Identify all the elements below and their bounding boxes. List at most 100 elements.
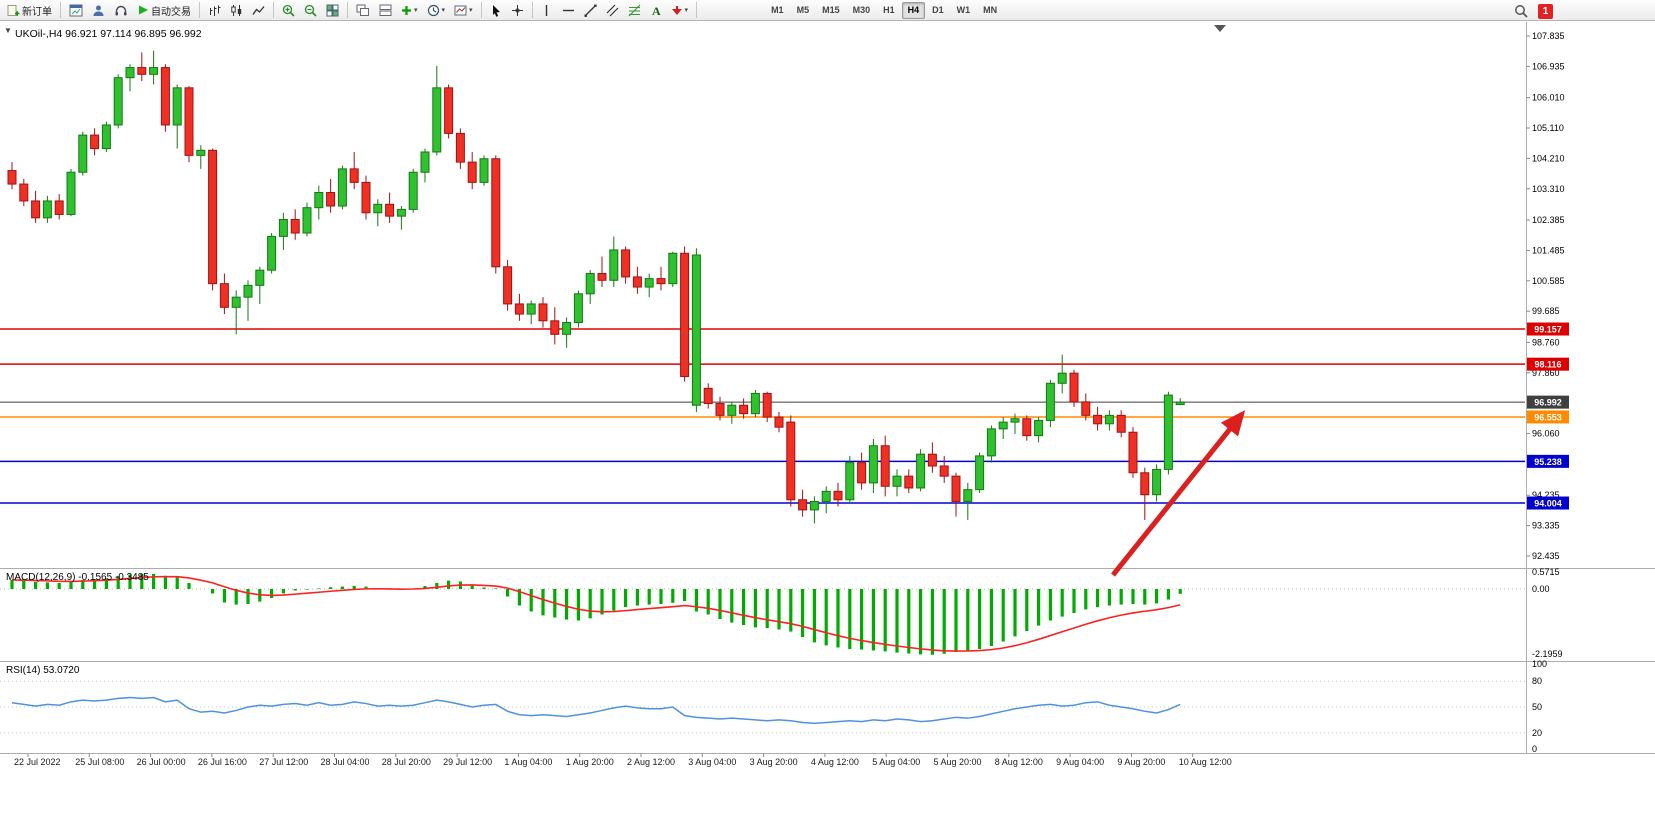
- candle: [196, 149, 206, 156]
- time-axis-label: 26 Jul 00:00: [137, 757, 186, 767]
- crosshair-icon: [511, 4, 523, 16]
- timeframe-m30-button[interactable]: M30: [847, 2, 877, 19]
- candle: [503, 266, 513, 305]
- line-chart-button[interactable]: [248, 1, 269, 19]
- candle: [7, 170, 17, 185]
- candle: [19, 183, 29, 202]
- candle: [349, 168, 359, 183]
- alerts-button[interactable]: [110, 1, 132, 19]
- toolbar: 新订单 自动交易: [0, 0, 1655, 21]
- time-axis-label: 9 Aug 04:00: [1056, 757, 1104, 767]
- template-chart-icon: [454, 5, 467, 15]
- timeframe-h1-button[interactable]: H1: [877, 2, 901, 19]
- candle: [149, 67, 159, 75]
- ohlc-bars-icon: [210, 5, 221, 16]
- notification-badge[interactable]: 1: [1538, 3, 1553, 19]
- candle: [1034, 419, 1044, 437]
- timeframe-w1-button[interactable]: W1: [951, 2, 977, 19]
- toolbar-separator: [531, 2, 533, 18]
- price-tag: [1527, 496, 1569, 510]
- candle: [916, 453, 926, 489]
- candle: [113, 77, 123, 126]
- horizontal-line-button[interactable]: [558, 1, 579, 19]
- vertical-line-button[interactable]: [537, 1, 557, 19]
- macd-axis-label: 0.00: [1532, 584, 1550, 594]
- cascade-windows-button[interactable]: [352, 1, 374, 19]
- tile-windows-button[interactable]: [322, 1, 343, 19]
- timeframe-m5-button[interactable]: M5: [791, 2, 816, 19]
- chevron-down-icon: ▾: [684, 6, 689, 14]
- candle: [585, 273, 595, 295]
- price-tag-label: 94.004: [1534, 499, 1562, 509]
- bar-chart-button[interactable]: [204, 1, 225, 19]
- time-axis-label: 8 Aug 12:00: [995, 757, 1043, 767]
- candle: [573, 293, 583, 324]
- user-icon: [93, 5, 104, 16]
- candle: [597, 273, 607, 281]
- add-indicator-button[interactable]: ▾: [397, 1, 422, 19]
- one-click-trading-arrow[interactable]: ▼: [4, 26, 12, 35]
- arrows-tool-button[interactable]: ▾: [667, 1, 693, 19]
- time-axis-label: 5 Aug 20:00: [934, 757, 982, 767]
- timeframe-m15-button[interactable]: M15: [816, 2, 846, 19]
- price-tag: [1527, 395, 1569, 409]
- chart-shift-marker[interactable]: [1214, 25, 1226, 32]
- candle: [314, 192, 324, 209]
- auto-trading-button[interactable]: 自动交易: [133, 1, 195, 19]
- candle: [1069, 372, 1079, 403]
- candle: [621, 249, 631, 278]
- cursor-button[interactable]: [486, 1, 506, 19]
- candle: [632, 276, 642, 288]
- rsi-axis-label: 50: [1532, 702, 1542, 712]
- price-tag: [1527, 410, 1569, 424]
- candle: [715, 403, 725, 416]
- candle: [668, 252, 678, 285]
- time-axis-label: 22 Jul 2022: [14, 757, 61, 767]
- candle: [927, 453, 937, 467]
- price-axis-label: 94.235: [1532, 490, 1560, 500]
- timeframe-d1-button[interactable]: D1: [926, 2, 950, 19]
- channel-button[interactable]: [602, 1, 623, 19]
- candle: [538, 303, 548, 322]
- candle: [278, 219, 288, 237]
- trendline-button[interactable]: [580, 1, 601, 19]
- templates-button[interactable]: ▾: [450, 1, 477, 19]
- candle: [137, 67, 147, 75]
- text-tool-button[interactable]: A: [646, 1, 666, 19]
- zoom-in-button[interactable]: [278, 1, 299, 19]
- search-icon: [1515, 5, 1528, 18]
- candlestick-chart-button[interactable]: [226, 1, 247, 19]
- candle: [951, 475, 961, 502]
- crosshair-button[interactable]: [507, 1, 528, 19]
- auto-trading-label: 自动交易: [151, 6, 191, 18]
- search-button[interactable]: [1510, 2, 1532, 20]
- fibonacci-button[interactable]: [624, 1, 645, 19]
- timeframe-mn-button[interactable]: MN: [977, 2, 1003, 19]
- trend-arrow-annotation[interactable]: [1111, 410, 1246, 577]
- candle: [1081, 401, 1091, 416]
- timeframe-h4-button[interactable]: H4: [901, 1, 926, 19]
- profile-button[interactable]: [88, 1, 109, 19]
- candle: [231, 296, 241, 308]
- timeframe-m1-button[interactable]: M1: [765, 2, 790, 19]
- candle: [680, 252, 690, 378]
- arrow-shape-icon: [671, 6, 682, 15]
- candle: [66, 171, 76, 215]
- channel-icon: [606, 4, 618, 16]
- candle: [644, 278, 654, 288]
- price-axis-label: 101.485: [1532, 245, 1565, 255]
- candle: [172, 87, 182, 126]
- tile-horizontal-button[interactable]: [375, 1, 396, 19]
- candle: [880, 445, 890, 487]
- tile-horizontal-icon: [379, 4, 392, 16]
- period-button[interactable]: ▾: [423, 1, 450, 19]
- chart-panel[interactable]: 107.835 106.935 106.010 105.110 104.210 103.3…: [0, 22, 1655, 818]
- candle: [975, 455, 985, 491]
- time-axis-label: 29 Jul 12:00: [443, 757, 492, 767]
- new-order-button[interactable]: 新订单: [3, 1, 56, 19]
- zoom-out-button[interactable]: [300, 1, 321, 19]
- timeframe-toolbar: M1 M5 M15 M30 H1 H4 D1 W1 MN: [765, 1, 1003, 19]
- candle: [550, 320, 560, 335]
- chart-window-button[interactable]: [65, 1, 87, 19]
- candle: [420, 151, 430, 173]
